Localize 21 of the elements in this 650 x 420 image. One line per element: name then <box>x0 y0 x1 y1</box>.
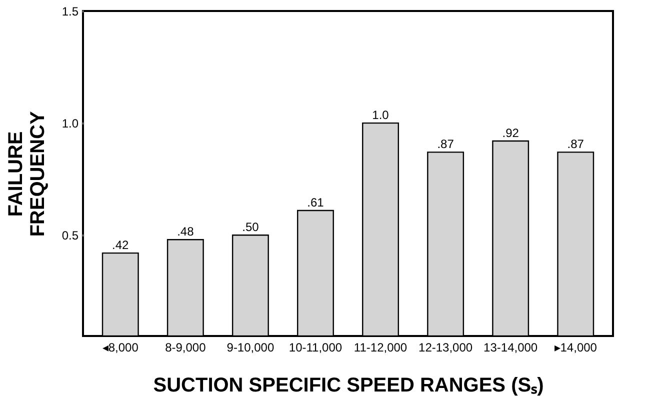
data-label: .61 <box>307 195 324 210</box>
data-label: .87 <box>437 137 454 152</box>
data-label: .87 <box>567 137 584 152</box>
x-tick-label: 10-11,000 <box>288 340 342 354</box>
x-tick-label: 12-13,000 <box>418 340 473 354</box>
x-tick-label: ◂8,000 <box>102 340 139 354</box>
data-label: .48 <box>177 224 194 239</box>
data-label: .92 <box>502 126 520 140</box>
x-tick-label: 11-12,000 <box>354 340 408 354</box>
x-tick-label: 8-9,000 <box>165 340 206 354</box>
x-axis-title: SUCTION SPECIFIC SPEED RANGES (Sₛ) <box>153 374 544 396</box>
x-tick-label: 9-10,000 <box>226 340 274 354</box>
y-tick-label: 0.5 <box>62 228 79 243</box>
data-label: 1.0 <box>372 108 390 122</box>
y-tick-label: 1.5 <box>62 4 79 18</box>
data-label: .50 <box>242 220 260 234</box>
data-label: .42 <box>112 238 130 252</box>
x-tick-label: ▸14,000 <box>554 340 598 354</box>
y-tick-label: 1.0 <box>62 116 79 131</box>
y-axis-title: FAILURE FREQUENCY <box>4 110 49 237</box>
x-tick-label: 13-14,000 <box>484 340 538 354</box>
